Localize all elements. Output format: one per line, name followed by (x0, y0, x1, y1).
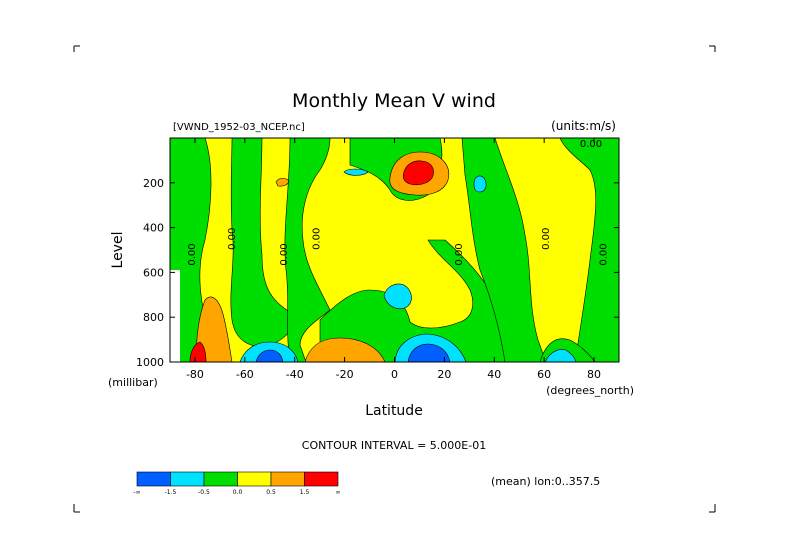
blue-regions (255, 343, 451, 362)
mean-note: (mean) lon:0..357.5 (491, 475, 600, 488)
colorbar-swatch (170, 471, 205, 487)
x-tick-label: -20 (336, 368, 354, 381)
colorbar-label: 1.5 (300, 489, 310, 496)
contour-zero-label: 0.00 (187, 243, 198, 265)
y-tick-label: 400 (143, 222, 164, 235)
crop-mark-top-right (709, 45, 716, 52)
dataset-label: [VWND_1952-03_NCEP.nc] (173, 122, 305, 133)
region-upper-cyan-east (473, 175, 487, 193)
y-tick-label: 200 (143, 177, 164, 190)
contour-zero-label: 0.00 (279, 243, 290, 265)
chart-title: Monthly Mean V wind (292, 90, 496, 112)
x-tick-label: -60 (236, 368, 254, 381)
units-label: (units:m/s) (551, 119, 616, 133)
region-subtropical-surface-orange (304, 337, 386, 362)
region-small-orange-blob (275, 177, 289, 187)
colorbar-label: -0.5 (198, 489, 210, 496)
crop-mark-bottom-right (709, 504, 716, 513)
colorbar: -∞ -1.5 -0.5 0.0 0.5 1.5 ∞ (133, 471, 341, 496)
region-polar-red-core (189, 341, 207, 362)
region-mid-level-cyan (383, 283, 412, 309)
x-axis-units: (degrees_north) (546, 384, 634, 397)
x-tick-label: 40 (487, 368, 501, 381)
crop-mark-bottom-left (73, 504, 80, 513)
x-tick-label: 60 (537, 368, 551, 381)
contour-interval-text: CONTOUR INTERVAL = 5.000E-01 (302, 439, 486, 452)
crop-mark-top-left (73, 45, 80, 52)
y-axis: 200 400 600 800 1000 (136, 177, 619, 369)
y-axis-units: (millibar) (108, 376, 158, 389)
contour-zero-label: 0.00 (312, 228, 323, 250)
contour-zero-label-top: 0.00 (580, 139, 602, 150)
red-regions (189, 160, 434, 362)
x-tick-label: -80 (186, 368, 204, 381)
x-tick-label: -40 (286, 368, 304, 381)
region-jet-red-core (402, 160, 434, 186)
colorbar-swatch (136, 471, 171, 487)
contour-zero-label: 0.00 (227, 228, 238, 250)
zero-contour-labels: 0.00 0.00 0.00 0.00 0.00 0.00 0.00 0.00 (187, 139, 610, 266)
x-tick-label: 0 (391, 368, 398, 381)
region-eastern-surface-cyan (544, 349, 577, 362)
y-tick-label: 1000 (136, 356, 164, 369)
colorbar-label: ∞ (336, 489, 341, 496)
contour-zero-label: 0.00 (454, 243, 465, 265)
colorbar-swatch (270, 471, 305, 487)
x-axis-title: Latitude (365, 403, 423, 419)
region-polar-surface-orange (195, 296, 233, 362)
x-tick-label: 20 (437, 368, 451, 381)
region-tropical-lower-green (319, 239, 506, 362)
x-tick-label: 80 (587, 368, 601, 381)
plot-area: 0.00 0.00 0.00 0.00 0.00 0.00 0.00 0.00 (170, 138, 619, 362)
region-far-east-green (559, 138, 619, 362)
y-axis-title: Level (110, 232, 126, 269)
region-east-green-band (461, 138, 547, 362)
y-tick-label: 800 (143, 311, 164, 324)
colorbar-label: -∞ (133, 489, 140, 496)
x-axis: -80 -60 -40 -20 0 20 40 60 80 (186, 138, 601, 381)
colorbar-label: 0.5 (266, 489, 276, 496)
missing-data-area (170, 270, 180, 362)
region-equatorial-blue-core (407, 343, 451, 362)
y-tick-label: 600 (143, 266, 164, 279)
colorbar-label: -1.5 (165, 489, 177, 496)
crop-marks (73, 45, 716, 513)
colorbar-swatch (237, 471, 272, 487)
region-southern-blue-core (255, 349, 284, 362)
contour-zero-label: 0.00 (599, 243, 610, 265)
contour-zero-label: 0.00 (541, 228, 552, 250)
colorbar-label: 0.0 (233, 489, 243, 496)
colorbar-swatch (304, 471, 339, 487)
region-central-green-tongue (284, 138, 331, 362)
colorbar-swatch (203, 471, 238, 487)
region-upper-cyan-west (343, 168, 369, 176)
